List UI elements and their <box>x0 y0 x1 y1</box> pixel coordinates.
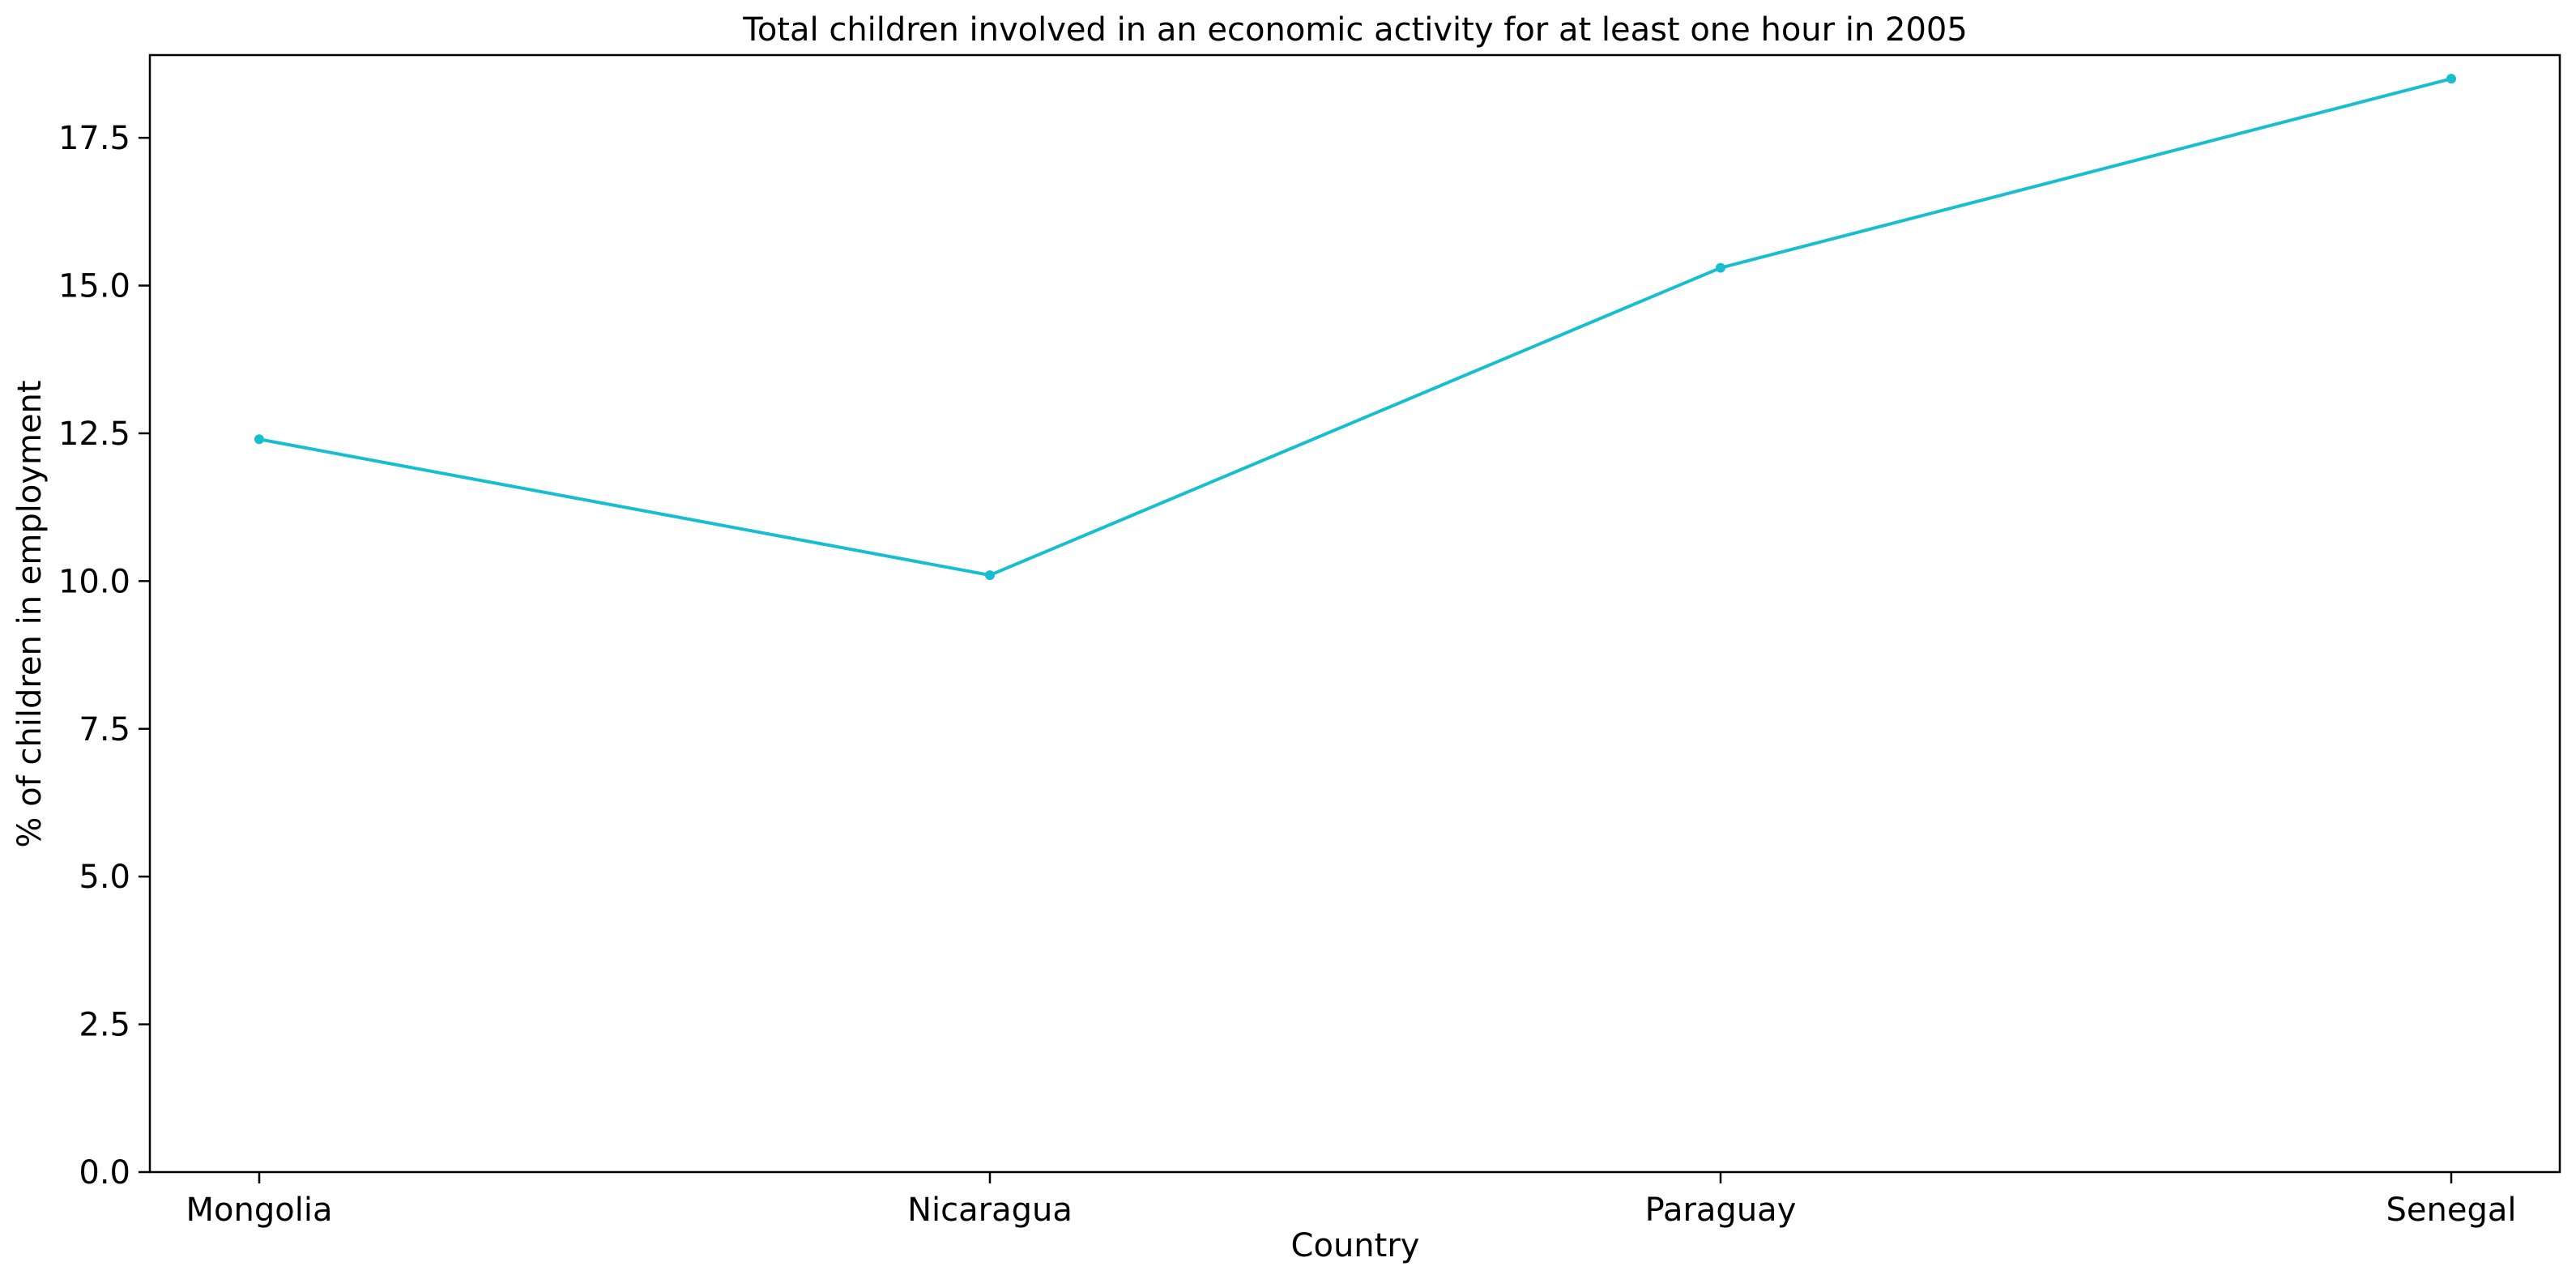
x-tick-label: Senegal <box>2386 1192 2517 1229</box>
data-point <box>1716 262 1725 273</box>
x-tick-label: Mongolia <box>186 1192 333 1229</box>
series-line <box>258 77 2453 578</box>
y-axis-label: % of children in employment <box>11 380 49 847</box>
y-tick-label: 12.5 <box>58 416 130 453</box>
series-layer <box>254 74 2456 581</box>
y-tick-label: 15.0 <box>58 268 130 305</box>
x-axis-label: Country <box>1291 1227 1420 1264</box>
y-tick-label: 17.5 <box>58 120 130 157</box>
data-point <box>2446 74 2456 84</box>
y-tick-label: 7.5 <box>79 711 130 748</box>
y-tick-label: 10.0 <box>58 563 130 600</box>
data-point <box>254 434 264 445</box>
data-point <box>985 570 995 581</box>
y-tick-label: 2.5 <box>79 1007 130 1044</box>
chart-title: Total children involved in an economic a… <box>742 11 1968 49</box>
x-axis: Mongolia Nicaragua Paraguay Senegal <box>186 1172 2517 1229</box>
y-tick-label: 0.0 <box>79 1154 130 1192</box>
x-tick-label: Paraguay <box>1645 1192 1797 1229</box>
y-axis: 0.0 2.5 5.0 7.5 10.0 12.5 15.0 17.5 <box>58 120 150 1192</box>
plot-area-frame <box>148 53 2561 1174</box>
y-tick-label: 5.0 <box>79 859 130 896</box>
x-tick-label: Nicaragua <box>907 1192 1073 1229</box>
